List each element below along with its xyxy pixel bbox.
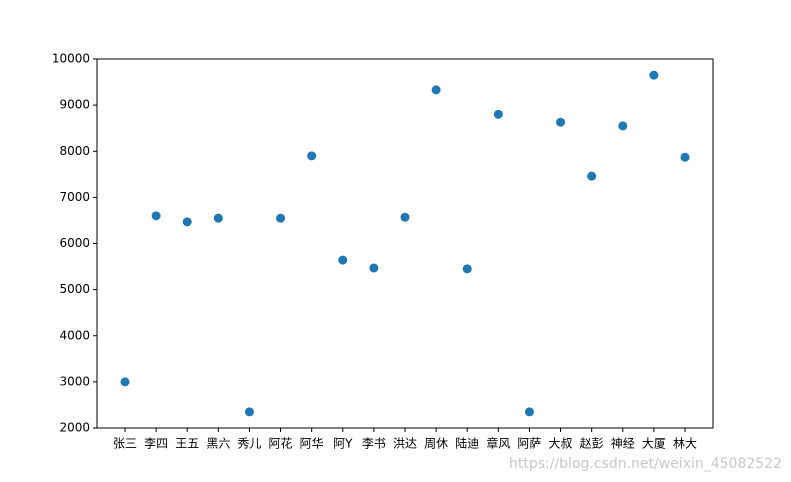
point — [524, 407, 534, 417]
y-tick-label: 4000 — [59, 328, 90, 342]
point — [400, 212, 410, 222]
point — [120, 377, 130, 387]
x-tick-label: 周休 — [424, 437, 448, 451]
x-tick-label: 李书 — [362, 436, 386, 451]
point — [151, 211, 161, 221]
point — [307, 151, 317, 161]
y-tick-label: 10000 — [52, 52, 90, 66]
point — [556, 117, 566, 127]
x-tick-label: 李四 — [144, 436, 168, 451]
watermark: https://blog.csdn.net/weixin_45082522 — [509, 456, 782, 472]
x-tick-label: 黑六 — [206, 437, 230, 451]
x-tick-label: 大厦 — [642, 437, 666, 451]
point — [213, 213, 223, 223]
x-tick-label: 林大 — [673, 437, 697, 451]
point — [587, 171, 597, 181]
plot-frame — [96, 58, 714, 429]
point — [276, 213, 286, 223]
point — [369, 263, 379, 273]
y-tick-label: 3000 — [59, 374, 90, 388]
point — [431, 85, 441, 95]
x-tick-label: 阿Y — [333, 437, 353, 451]
point — [493, 109, 503, 119]
point — [618, 121, 628, 131]
point — [680, 152, 690, 162]
point — [338, 255, 348, 265]
y-tick-label: 5000 — [59, 282, 90, 296]
y-tick-label: 9000 — [59, 98, 90, 112]
x-tick-label: 张三 — [113, 437, 137, 451]
y-tick-label: 6000 — [59, 236, 90, 250]
y-tick-label: 7000 — [59, 190, 90, 204]
x-tick-label: 章风 — [486, 436, 510, 451]
x-tick-label: 洪达 — [393, 437, 417, 451]
x-tick-label: 神经 — [611, 437, 635, 451]
x-tick-label: 大叔 — [549, 437, 573, 451]
x-tick-label: 赵彭 — [580, 437, 604, 451]
point — [182, 217, 192, 227]
x-tick-label: 阿萨 — [517, 437, 541, 451]
x-tick-label: 陆迪 — [455, 436, 479, 451]
point — [244, 407, 254, 417]
y-tick-label: 8000 — [59, 144, 90, 158]
x-tick-label: 秀儿 — [237, 437, 261, 451]
x-tick-label: 王五 — [175, 437, 199, 451]
x-tick-label: 阿花 — [269, 436, 293, 451]
point — [649, 70, 659, 80]
y-tick-label: 2000 — [59, 421, 90, 435]
point — [462, 264, 472, 274]
x-tick-label: 阿华 — [300, 437, 324, 451]
